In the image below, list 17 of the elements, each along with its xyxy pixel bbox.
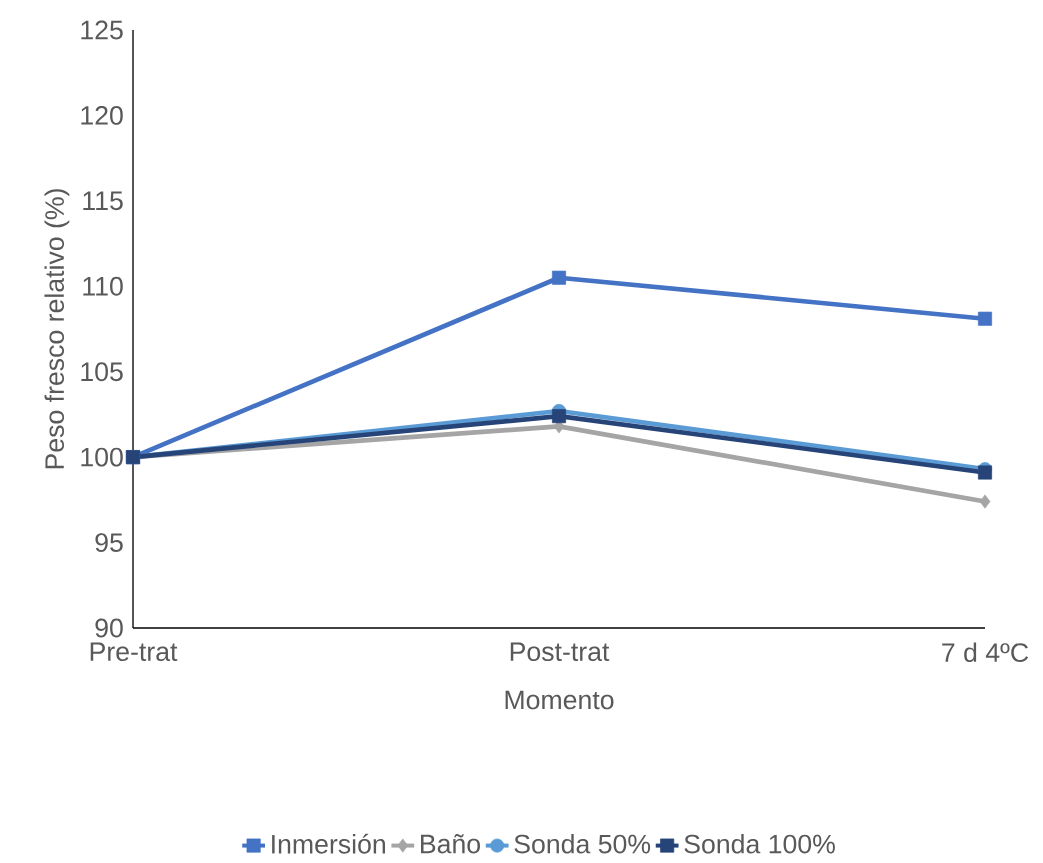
- legend-label: Sonda 100%: [684, 833, 835, 854]
- y-tick-label: 120: [81, 105, 123, 125]
- legend-label: Baño: [421, 834, 480, 854]
- legend-label: Inmersión: [272, 833, 385, 854]
- y-tick-label: 105: [81, 362, 123, 382]
- y-tick-label: 100: [81, 447, 123, 467]
- y-tick-label: 125: [81, 20, 123, 40]
- x-tick-label: Pre-trat: [90, 642, 178, 662]
- x-tick-label: 7 d 4ºC: [942, 642, 1029, 663]
- y-tick-label: 95: [95, 533, 123, 552]
- x-tick-label: Post-trat: [510, 642, 610, 662]
- y-tick-label: 90: [95, 618, 123, 638]
- x-axis-title: Momento: [505, 690, 614, 710]
- y-axis-title: Peso fresco relativo (%): [44, 189, 70, 469]
- y-tick-label: 115: [83, 191, 123, 211]
- y-tick-label: 110: [83, 276, 123, 296]
- legend-label: Sonda 50%: [514, 833, 651, 854]
